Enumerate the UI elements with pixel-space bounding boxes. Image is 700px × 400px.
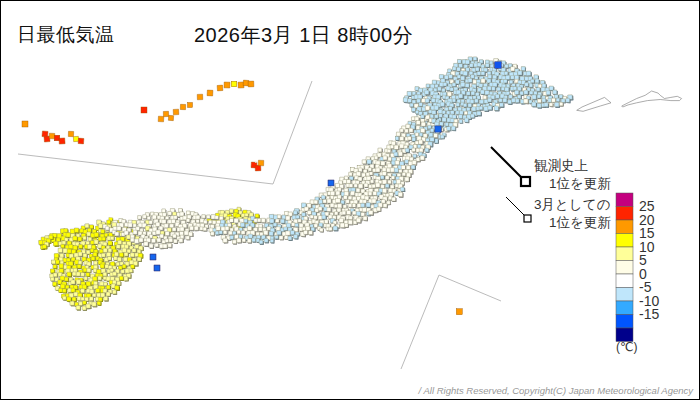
svg-text:観測史上: 観測史上 bbox=[534, 158, 588, 173]
svg-text:1位を更新: 1位を更新 bbox=[549, 215, 611, 230]
svg-text:3月としての: 3月としての bbox=[534, 197, 610, 212]
svg-text:1位を更新: 1位を更新 bbox=[549, 176, 611, 191]
svg-text:(℃): (℃) bbox=[616, 340, 637, 354]
svg-text:-15: -15 bbox=[639, 306, 659, 322]
